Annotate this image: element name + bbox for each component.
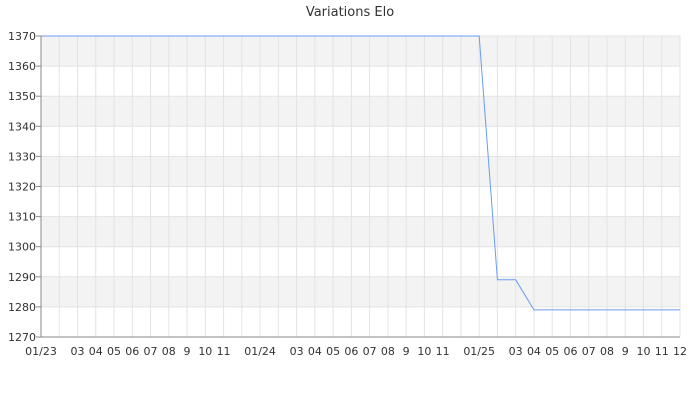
grid-band <box>41 36 680 67</box>
y-tick-label: 1280 <box>8 301 36 314</box>
chart-title: Variations Elo <box>306 5 394 20</box>
y-tick-label: 1360 <box>8 60 36 73</box>
x-tick-label: 04 <box>527 345 541 358</box>
x-tick-label: 10 <box>636 345 650 358</box>
x-tick-label: 07 <box>582 345 596 358</box>
y-tick-label: 1300 <box>8 241 36 254</box>
x-tick-label: 11 <box>436 345 450 358</box>
grid-band <box>41 156 680 187</box>
x-tick-label: 08 <box>162 345 176 358</box>
x-tick-label: 08 <box>381 345 395 358</box>
x-tick-label: 07 <box>144 345 158 358</box>
elo-series-line <box>41 35 680 311</box>
y-tick-label: 1350 <box>8 90 36 103</box>
x-tick-label: 01/24 <box>244 345 276 358</box>
x-tick-label: 03 <box>509 345 523 358</box>
y-tick-label: 1270 <box>8 331 36 344</box>
x-tick-label: 11 <box>217 345 231 358</box>
x-tick-label: 05 <box>326 345 340 358</box>
x-tick-label: 05 <box>107 345 121 358</box>
x-tick-label: 10 <box>198 345 212 358</box>
x-tick-label: 04 <box>308 345 322 358</box>
y-tick-label: 1310 <box>8 211 36 224</box>
y-tick-label: 1340 <box>8 120 36 133</box>
y-tick-label: 1370 <box>8 30 36 43</box>
grid-band <box>41 216 680 247</box>
x-tick-label: 05 <box>545 345 559 358</box>
x-tick-label: 04 <box>89 345 103 358</box>
x-tick-label: 07 <box>363 345 377 358</box>
grid-band <box>41 96 680 127</box>
x-tick-label: 9 <box>622 345 629 358</box>
grid-band <box>41 276 680 307</box>
x-tick-label: 9 <box>184 345 191 358</box>
y-tick-label: 1290 <box>8 271 36 284</box>
x-tick-label: 06 <box>125 345 139 358</box>
x-tick-label: 12 <box>673 345 687 358</box>
x-tick-label: 06 <box>344 345 358 358</box>
y-tick-label: 1330 <box>8 150 36 163</box>
x-tick-label: 01/23 <box>25 345 57 358</box>
x-tick-label: 10 <box>417 345 431 358</box>
x-tick-label: 9 <box>403 345 410 358</box>
x-tick-label: 11 <box>655 345 669 358</box>
x-tick-label: 08 <box>600 345 614 358</box>
x-tick-label: 03 <box>71 345 85 358</box>
x-tick-label: 01/25 <box>463 345 495 358</box>
y-tick-label: 1320 <box>8 181 36 194</box>
x-tick-label: 06 <box>563 345 577 358</box>
x-tick-label: 03 <box>290 345 304 358</box>
